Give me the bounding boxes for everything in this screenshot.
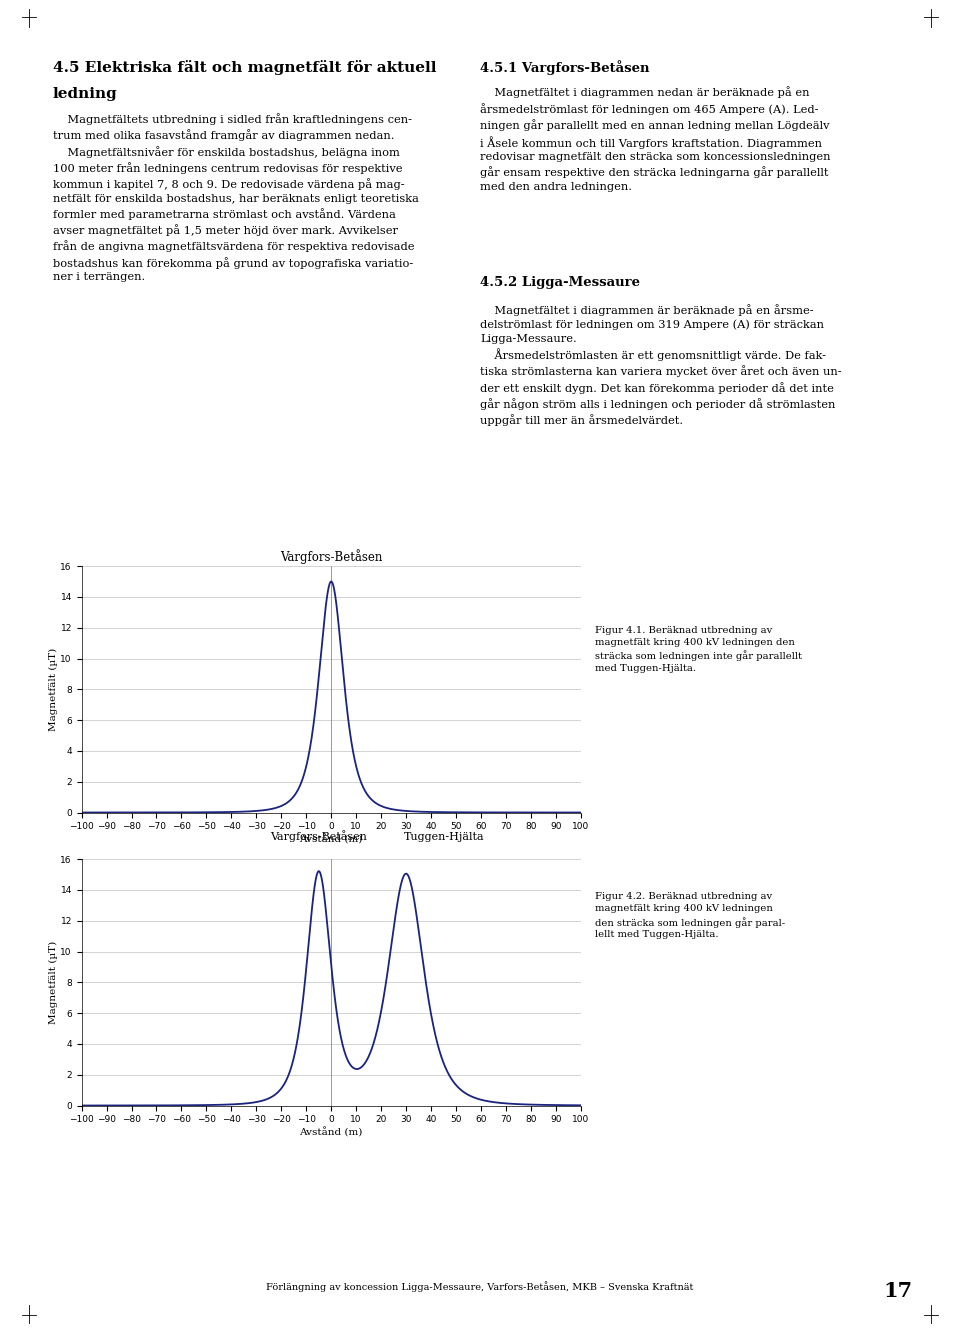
X-axis label: Avstånd (m): Avstånd (m) <box>300 834 363 844</box>
Text: Figur 4.1. Beräknad utbredning av
magnetfält kring 400 kV ledningen den
sträcka : Figur 4.1. Beräknad utbredning av magnet… <box>595 626 803 673</box>
Text: Magnetfältet i diagrammen är beräknade på en årsme-
delströmlast för ledningen o: Magnetfältet i diagrammen är beräknade p… <box>480 304 842 426</box>
Text: Tuggen-Hjälta: Tuggen-Hjälta <box>404 831 485 842</box>
Title: Vargfors-Betåsen: Vargfors-Betåsen <box>280 549 382 563</box>
Text: 17: 17 <box>883 1281 912 1301</box>
Y-axis label: Magnetfält (µT): Magnetfält (µT) <box>48 647 58 731</box>
X-axis label: Avstånd (m): Avstånd (m) <box>300 1127 363 1138</box>
Text: ledning: ledning <box>53 87 117 101</box>
Text: Figur 4.2. Beräknad utbredning av
magnetfält kring 400 kV ledningen
den sträcka : Figur 4.2. Beräknad utbredning av magnet… <box>595 892 785 939</box>
Text: 4.5.2 Ligga-Messaure: 4.5.2 Ligga-Messaure <box>480 276 640 289</box>
Text: 4.5 Elektriska fält och magnetfält för aktuell: 4.5 Elektriska fält och magnetfält för a… <box>53 60 436 75</box>
Y-axis label: Magnetfält (µT): Magnetfält (µT) <box>48 940 58 1024</box>
Text: Vargfors-Betåsen: Vargfors-Betåsen <box>271 830 367 842</box>
Text: Magnetfältets utbredning i sidled från kraftledningens cen-
trum med olika fasav: Magnetfältets utbredning i sidled från k… <box>53 113 419 282</box>
Text: Förlängning av koncession Ligga-Messaure, Varfors-Betåsen, MKB – Svenska Kraftnä: Förlängning av koncession Ligga-Messaure… <box>266 1281 694 1292</box>
Text: 4.5.1 Vargfors-Betåsen: 4.5.1 Vargfors-Betåsen <box>480 60 650 75</box>
Text: Magnetfältet i diagrammen nedan är beräknade på en
årsmedelströmlast för ledning: Magnetfältet i diagrammen nedan är beräk… <box>480 87 830 192</box>
